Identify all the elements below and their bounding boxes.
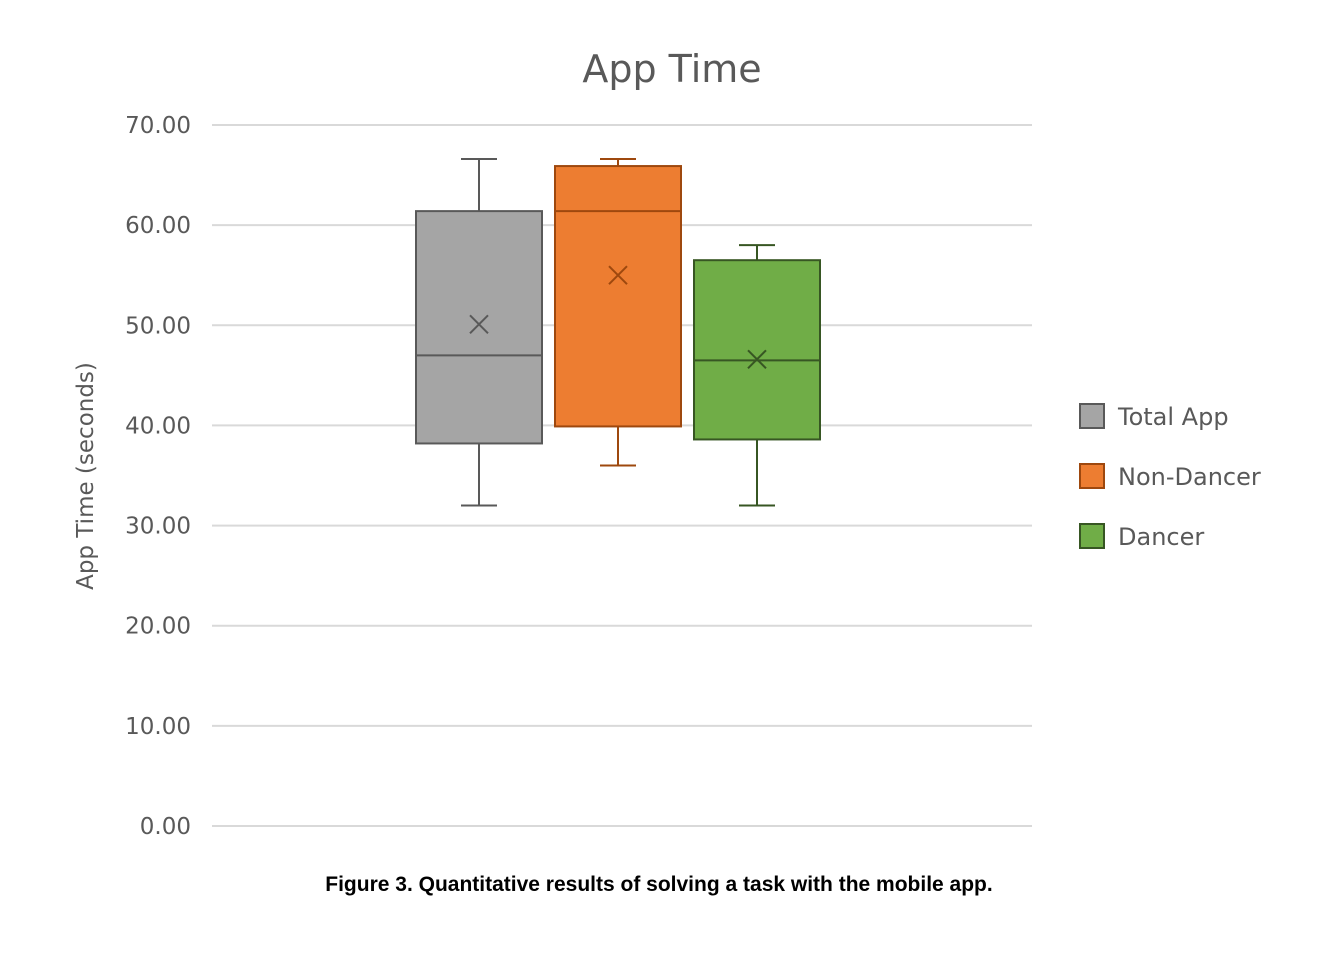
mean-marker-1 [608, 265, 628, 285]
legend-swatch-2 [1079, 523, 1105, 549]
legend-label-1: Non-Dancer [1118, 463, 1261, 491]
legend-swatch-0 [1079, 403, 1105, 429]
legend: Total App Non-Dancer Dancer [1079, 403, 1261, 551]
legend-item-1: Non-Dancer [1079, 463, 1261, 491]
mean-marker-2 [747, 349, 767, 370]
legend-label-2: Dancer [1118, 523, 1204, 551]
legend-item-0: Total App [1079, 403, 1229, 431]
legend-item-2: Dancer [1079, 523, 1204, 551]
boxes [415, 158, 821, 507]
legend-swatch-1 [1079, 463, 1105, 489]
y-tick-label-7: 70.00 [125, 113, 191, 139]
y-tick-label-5: 50.00 [125, 313, 191, 339]
iqr-box-2 [693, 259, 821, 441]
y-tick-label-1: 10.00 [125, 714, 191, 740]
box-2 [693, 244, 821, 507]
y-axis-ticks: 0.00 10.00 20.00 30.00 40.00 50.00 60.00 70.00 [125, 113, 191, 840]
y-tick-label-3: 30.00 [125, 514, 191, 540]
box-1 [554, 158, 682, 467]
figure-caption: Figure 3. Quantitative results of solvin… [325, 873, 993, 896]
iqr-box-1 [554, 165, 682, 428]
box-0 [415, 158, 543, 507]
y-tick-label-0: 0.00 [140, 814, 191, 840]
iqr-box-0 [415, 210, 543, 445]
chart-title: App Time [582, 47, 761, 91]
mean-marker-0 [469, 314, 489, 334]
y-tick-label-2: 20.00 [125, 614, 191, 640]
y-tick-label-4: 40.00 [125, 413, 191, 439]
legend-label-0: Total App [1117, 403, 1229, 431]
y-axis-label: App Time (seconds) [73, 362, 99, 590]
y-tick-label-6: 60.00 [125, 213, 191, 239]
